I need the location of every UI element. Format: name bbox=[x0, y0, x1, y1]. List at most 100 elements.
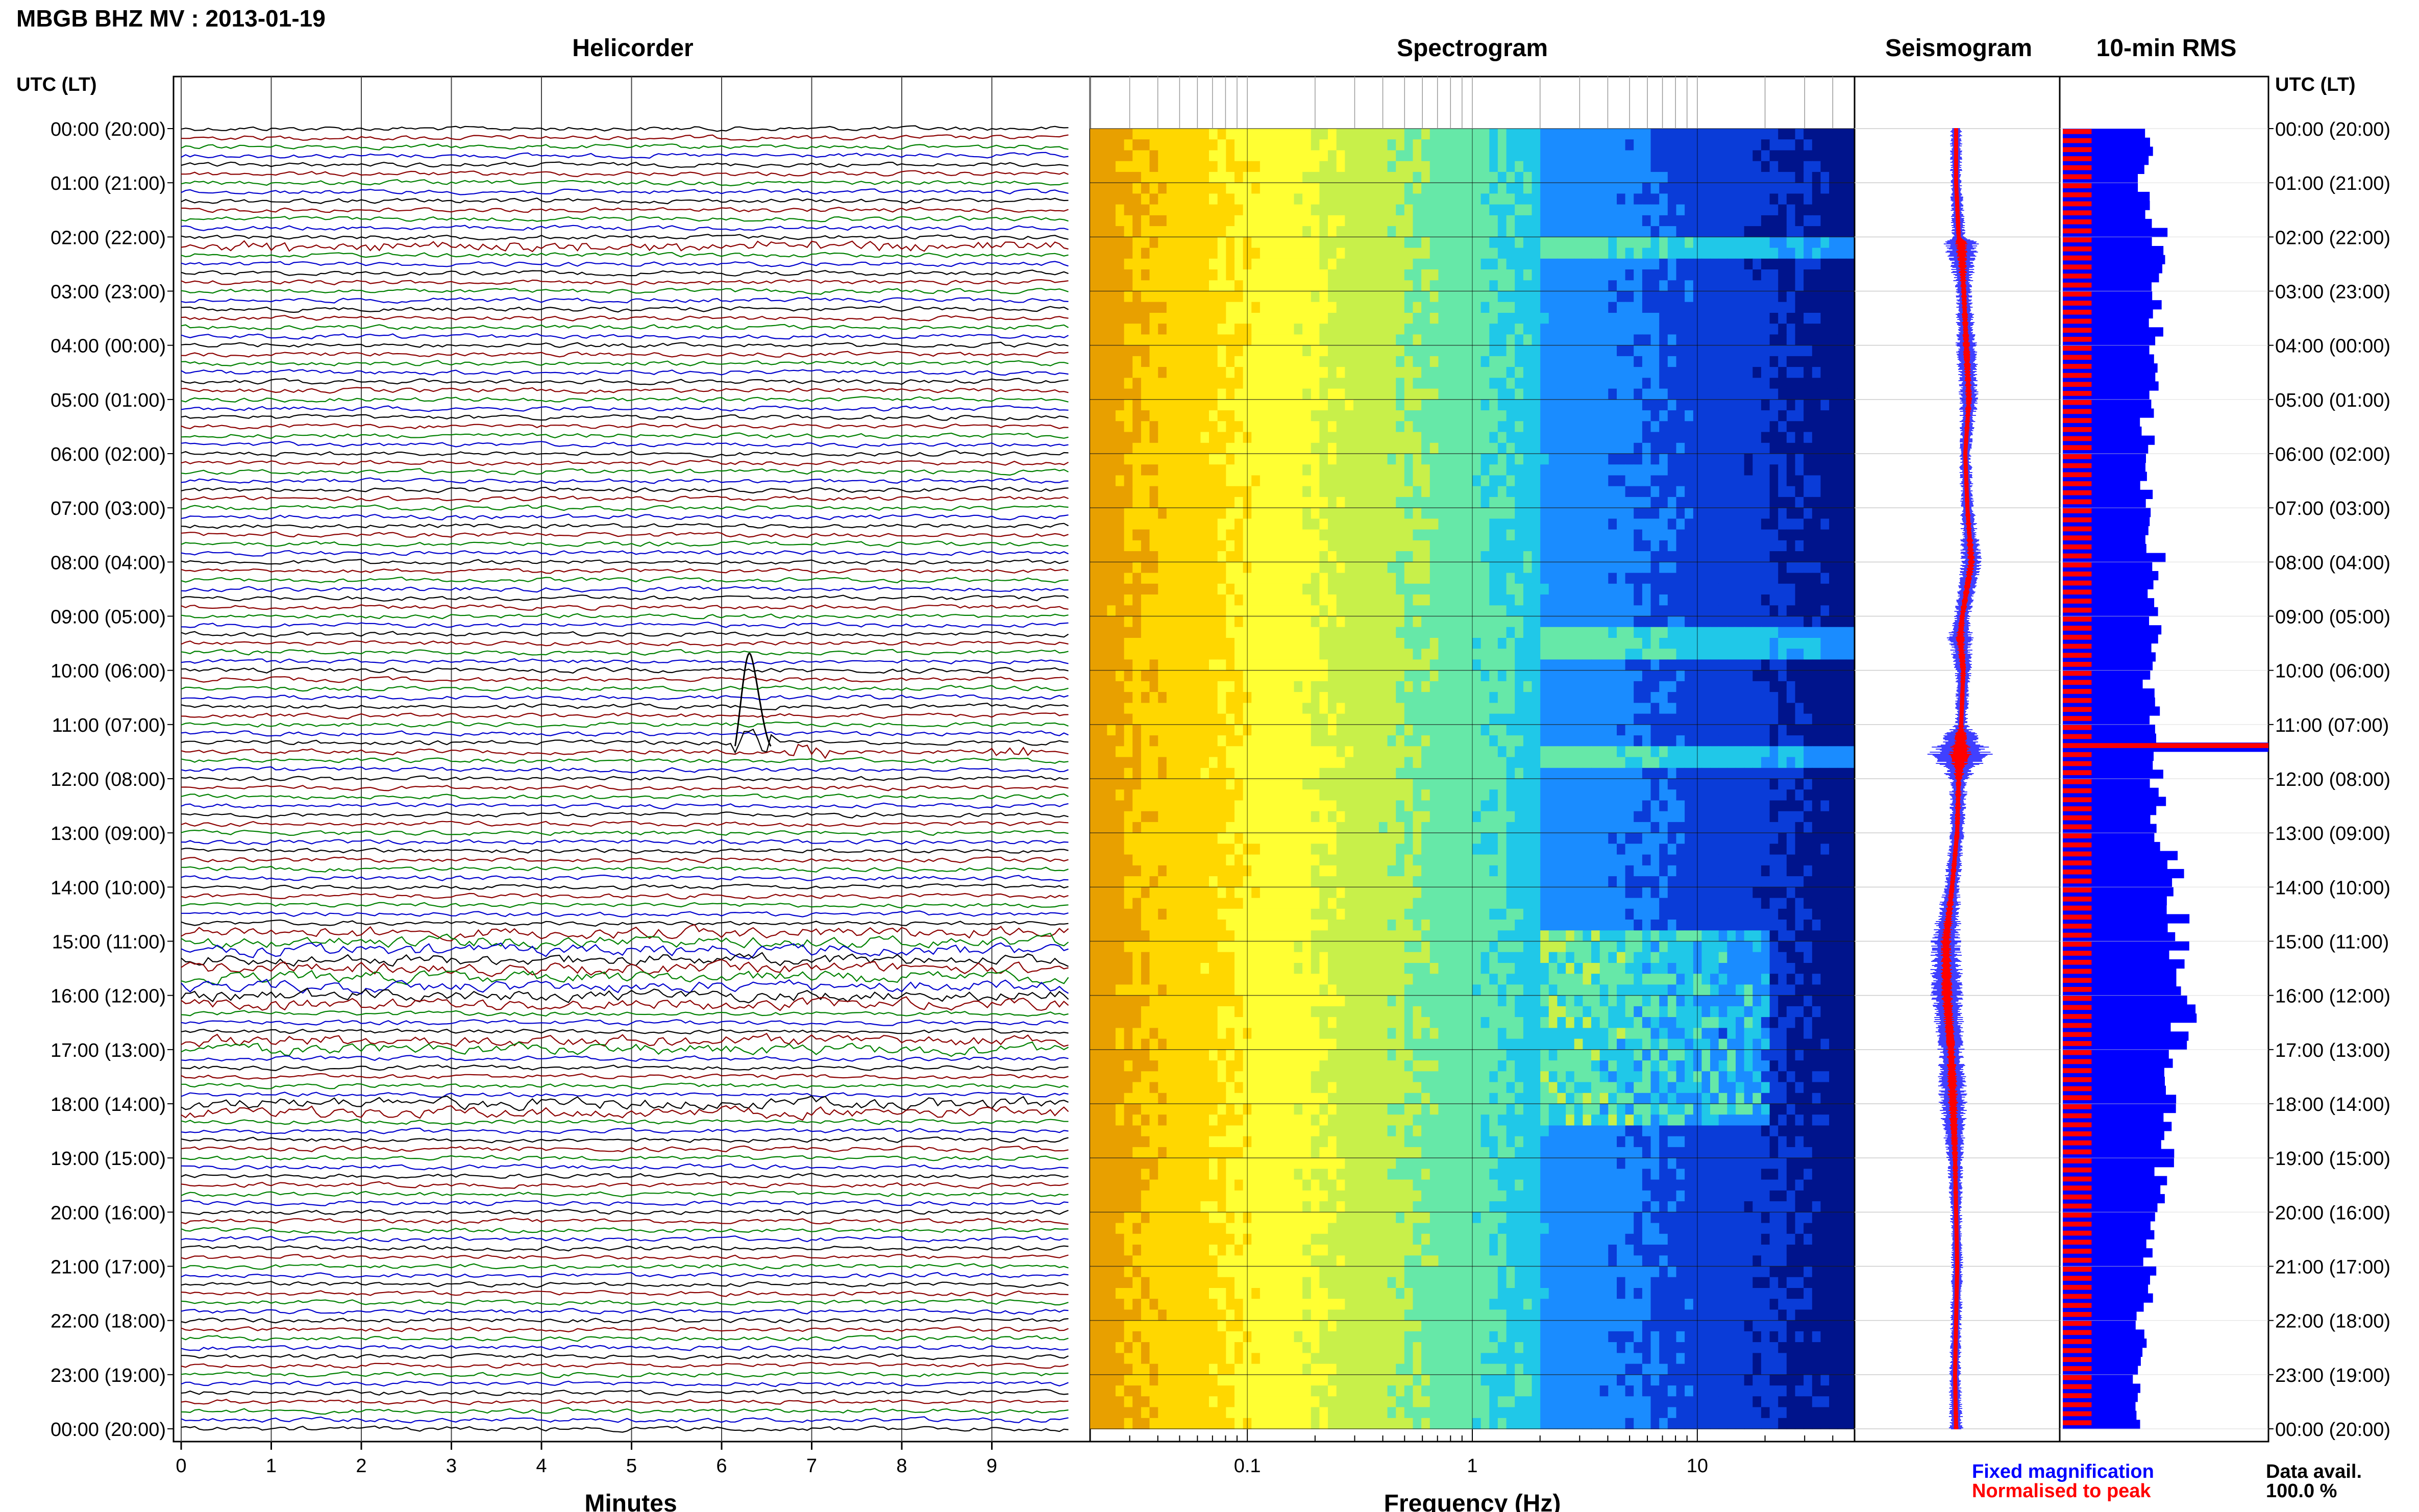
spectrogram-cell bbox=[1438, 291, 1447, 303]
spectrogram-cell bbox=[1141, 258, 1150, 270]
spectrogram-cell bbox=[1107, 605, 1116, 617]
spectrogram-cell bbox=[1701, 356, 1711, 367]
spectrogram-cell bbox=[1268, 497, 1277, 508]
spectrogram-cell bbox=[1608, 237, 1617, 249]
spectrogram-cell bbox=[1804, 313, 1813, 324]
spectrogram-cell bbox=[1175, 171, 1184, 183]
spectrogram-cell bbox=[1667, 454, 1677, 465]
spectrogram-cell bbox=[1769, 659, 1779, 671]
spectrogram-cell bbox=[1634, 583, 1643, 595]
spectrogram-cell bbox=[1667, 540, 1677, 552]
spectrogram-cell bbox=[1685, 594, 1694, 606]
spectrogram-cell bbox=[1634, 183, 1643, 194]
spectrogram-cell bbox=[1124, 313, 1133, 324]
spectrogram-cell bbox=[1566, 280, 1575, 292]
spectrogram-cell bbox=[1277, 291, 1286, 303]
spectrogram-cell bbox=[1804, 269, 1813, 281]
helicorder-trace bbox=[181, 604, 1069, 611]
helicorder-trace bbox=[181, 694, 1069, 701]
spectrogram-cell bbox=[1345, 410, 1354, 422]
spectrogram-cell bbox=[1166, 638, 1176, 649]
spectrogram-cell bbox=[1489, 486, 1498, 498]
spectrogram-cell bbox=[1812, 497, 1821, 508]
spectrogram-cell bbox=[1634, 681, 1643, 692]
spectrogram-cell bbox=[1260, 616, 1269, 628]
helicorder-trace bbox=[181, 125, 1069, 132]
spectrogram-cell bbox=[1727, 247, 1736, 259]
spectrogram-cell bbox=[1328, 410, 1337, 422]
spectrogram-cell bbox=[1829, 627, 1838, 638]
spectrogram-cell bbox=[1574, 215, 1584, 227]
spectrogram-cell bbox=[1829, 670, 1838, 682]
spectrogram-cell bbox=[1472, 313, 1482, 324]
spectrogram-cell bbox=[1277, 703, 1286, 714]
spectrogram-cell bbox=[1608, 551, 1617, 563]
spectrogram-cell bbox=[1650, 627, 1660, 638]
spectrogram-cell bbox=[1353, 280, 1363, 292]
spectrogram-cell bbox=[1396, 280, 1405, 292]
spectrogram-cell bbox=[1625, 486, 1634, 498]
spectrogram-cell bbox=[1659, 171, 1668, 183]
spectrogram-cell bbox=[1336, 605, 1346, 617]
spectrogram-cell bbox=[1200, 670, 1210, 682]
spectrogram-cell bbox=[1778, 562, 1787, 574]
spectrogram-cell bbox=[1226, 573, 1235, 584]
spectrogram-cell bbox=[1574, 508, 1584, 519]
spectrogram-cell bbox=[1090, 649, 1099, 660]
spectrogram-cell bbox=[1736, 378, 1745, 389]
spectrogram-cell bbox=[1387, 670, 1396, 682]
spectrogram-cell bbox=[1455, 171, 1465, 183]
spectrogram-cell bbox=[1294, 258, 1303, 270]
spectrogram-cell bbox=[1497, 432, 1507, 443]
spectrogram-cell bbox=[1472, 334, 1482, 346]
spectrogram-cell bbox=[1192, 324, 1201, 335]
spectrogram-cell bbox=[1583, 345, 1592, 357]
spectrogram-cell bbox=[1523, 258, 1533, 270]
spectrogram-cell bbox=[1625, 139, 1634, 151]
spectrogram-cell bbox=[1209, 388, 1218, 400]
spectrogram-cell bbox=[1362, 280, 1371, 292]
spectrogram-cell bbox=[1235, 226, 1244, 238]
spectrogram-cell bbox=[1634, 356, 1643, 367]
spectrogram-cell bbox=[1217, 399, 1227, 411]
helicorder-trace bbox=[181, 450, 1069, 458]
spectrogram-cell bbox=[1353, 454, 1363, 465]
spectrogram-cell bbox=[1192, 454, 1201, 465]
spectrogram-cell bbox=[1396, 583, 1405, 595]
spectrogram-cell bbox=[1226, 247, 1235, 259]
spectrogram-cell bbox=[1404, 681, 1414, 692]
spectrogram-cell bbox=[1336, 454, 1346, 465]
spectrogram-cell bbox=[1795, 334, 1804, 346]
spectrogram-cell bbox=[1345, 562, 1354, 574]
spectrogram-cell bbox=[1362, 594, 1371, 606]
spectrogram-cell bbox=[1718, 508, 1728, 519]
spectrogram-cell bbox=[1718, 345, 1728, 357]
spectrogram-cell bbox=[1209, 638, 1218, 649]
spectrogram-cell bbox=[1268, 334, 1277, 346]
spectrogram-cell bbox=[1752, 150, 1762, 162]
spectrogram-cell bbox=[1166, 583, 1176, 595]
spectrogram-cell bbox=[1820, 583, 1830, 595]
spectrogram-cell bbox=[1676, 313, 1685, 324]
spectrogram-cell bbox=[1200, 237, 1210, 249]
spectrogram-cell bbox=[1642, 562, 1651, 574]
spectrogram-cell bbox=[1098, 171, 1107, 183]
spectrogram-cell bbox=[1387, 540, 1396, 552]
spectrogram-cell bbox=[1804, 692, 1813, 704]
spectrogram-cell bbox=[1795, 670, 1804, 682]
spectrogram-cell bbox=[1311, 551, 1320, 563]
spectrogram-cell bbox=[1464, 367, 1473, 379]
spectrogram-cell bbox=[1685, 183, 1694, 194]
spectrogram-cell bbox=[1447, 594, 1456, 606]
spectrogram-cell bbox=[1285, 302, 1295, 313]
spectrogram-cell bbox=[1523, 616, 1533, 628]
spectrogram-cell bbox=[1506, 399, 1515, 411]
spectrogram-cell bbox=[1166, 454, 1176, 465]
spectrogram-cell bbox=[1676, 226, 1685, 238]
spectrogram-cell bbox=[1328, 692, 1337, 704]
spectrogram-cell bbox=[1574, 562, 1584, 574]
spectrogram-cell bbox=[1404, 432, 1414, 443]
spectrogram-cell bbox=[1429, 226, 1439, 238]
spectrogram-cell bbox=[1718, 594, 1728, 606]
spectrogram-cell bbox=[1370, 150, 1379, 162]
